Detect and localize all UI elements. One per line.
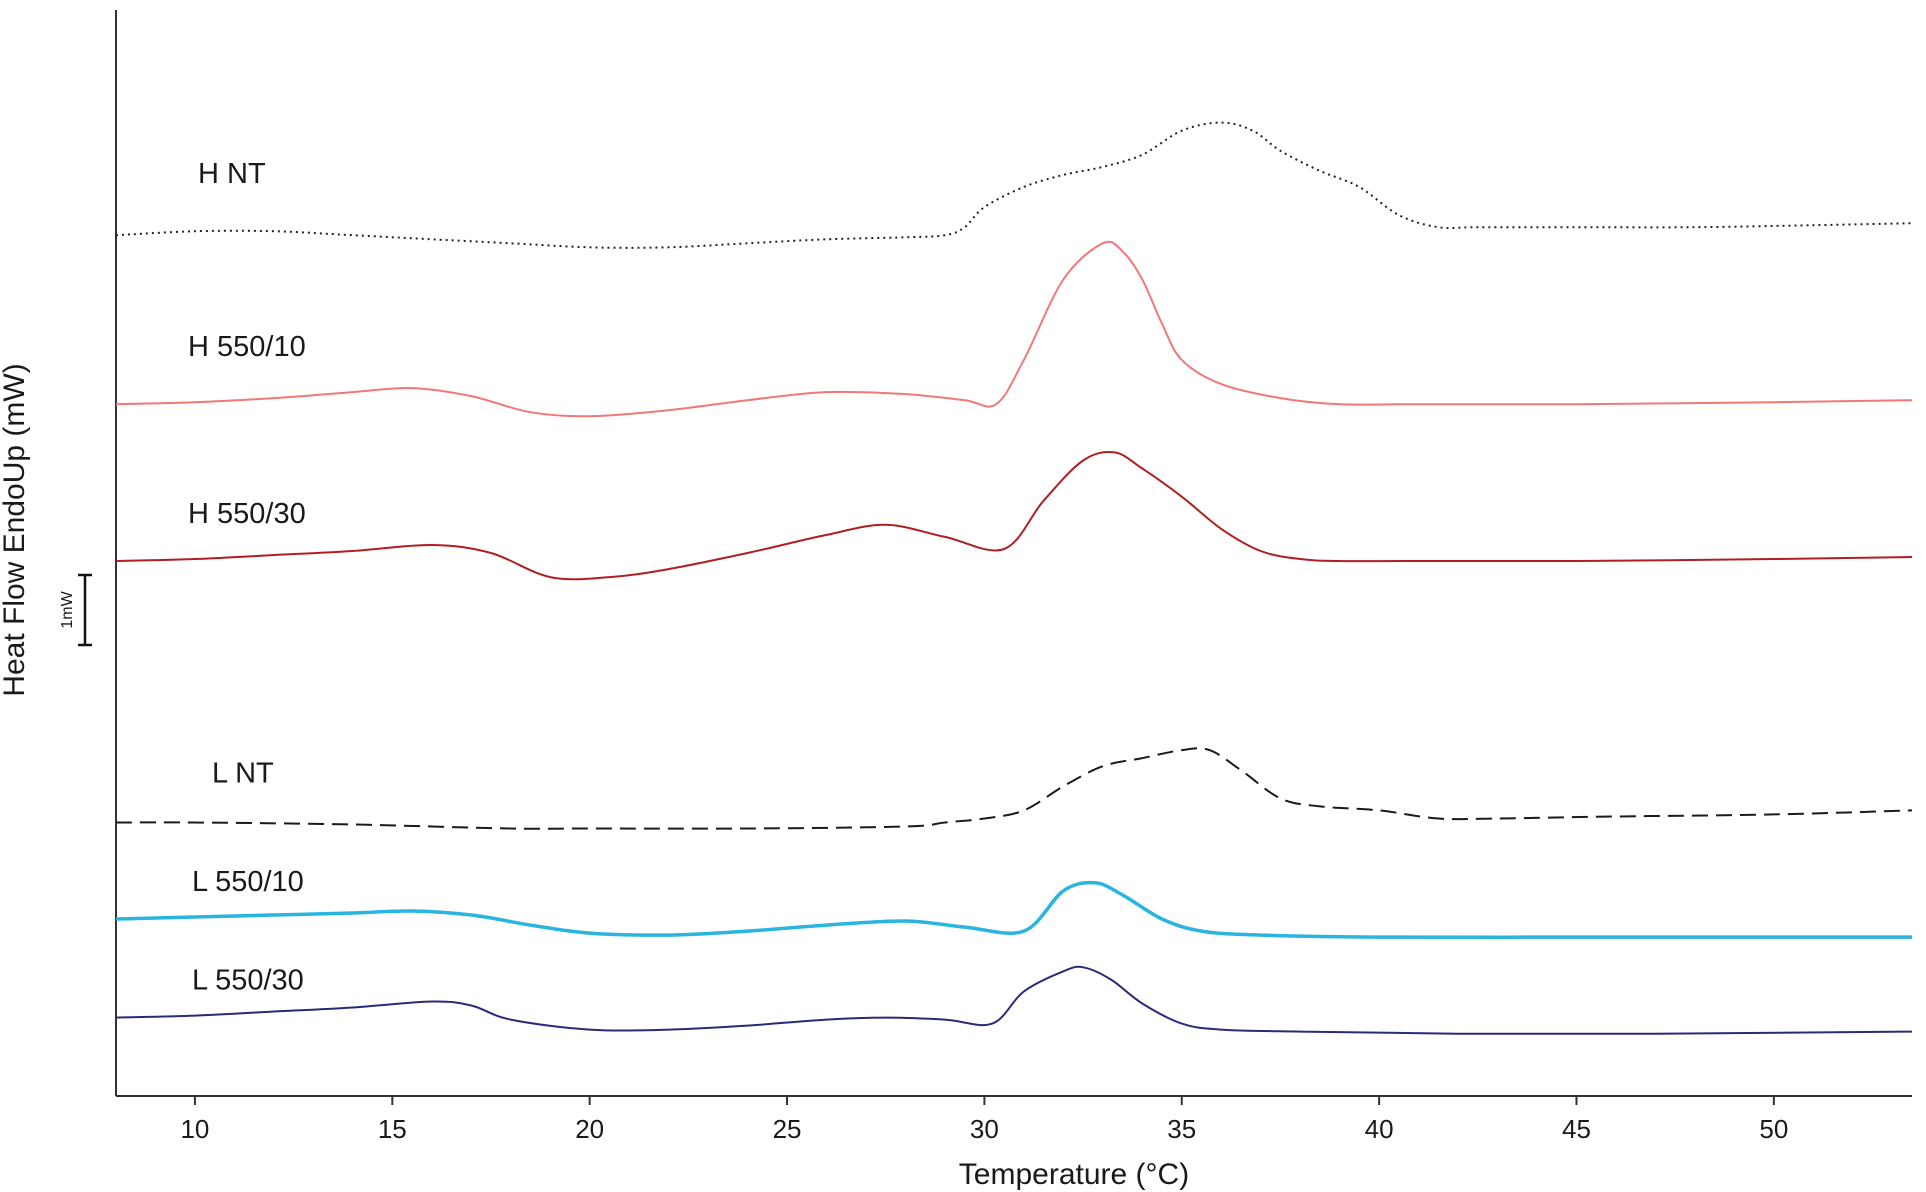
series-label: H 550/30	[188, 498, 306, 530]
series-line-l-550-30	[115, 965, 1913, 1035]
series-line-h-550-10	[115, 240, 1913, 418]
series-label: L NT	[212, 758, 274, 790]
scale-bar-label: 1mW	[59, 590, 76, 628]
y-axis-title: Heat Flow EndoUp (mW)	[0, 363, 31, 696]
series-line-h-550-30	[115, 450, 1913, 581]
x-tick-label: 20	[575, 1114, 604, 1144]
x-tick-label: 15	[378, 1114, 407, 1144]
x-tick-label: 25	[773, 1114, 802, 1144]
x-ticks: 10 15 20 25 30 35 40 45 50	[180, 1096, 1788, 1144]
x-tick-label: 50	[1759, 1114, 1788, 1144]
series-label: H NT	[198, 158, 266, 190]
x-axis-title: Temperature (°C)	[959, 1158, 1189, 1191]
series-line-h-nt	[115, 121, 1913, 249]
series-label: L 550/10	[192, 866, 304, 898]
x-tick-label: 30	[970, 1114, 999, 1144]
scale-bar: 1mW	[59, 573, 92, 647]
series-labels: H NT H 550/10 H 550/30 L NT L 550/10 L 550/30	[188, 158, 306, 996]
series-label: L 550/30	[192, 965, 304, 997]
series-line-l-nt	[115, 747, 1913, 830]
x-tick-label: 40	[1365, 1114, 1394, 1144]
series-label: H 550/10	[188, 331, 306, 363]
series-group	[115, 121, 1913, 1035]
x-tick-label: 35	[1167, 1114, 1196, 1144]
series-line-l-550-10	[115, 880, 1912, 940]
x-tick-label: 10	[180, 1114, 209, 1144]
axes: 10 15 20 25 30 35 40 45 50	[115, 10, 1912, 1144]
x-tick-label: 45	[1562, 1114, 1591, 1144]
